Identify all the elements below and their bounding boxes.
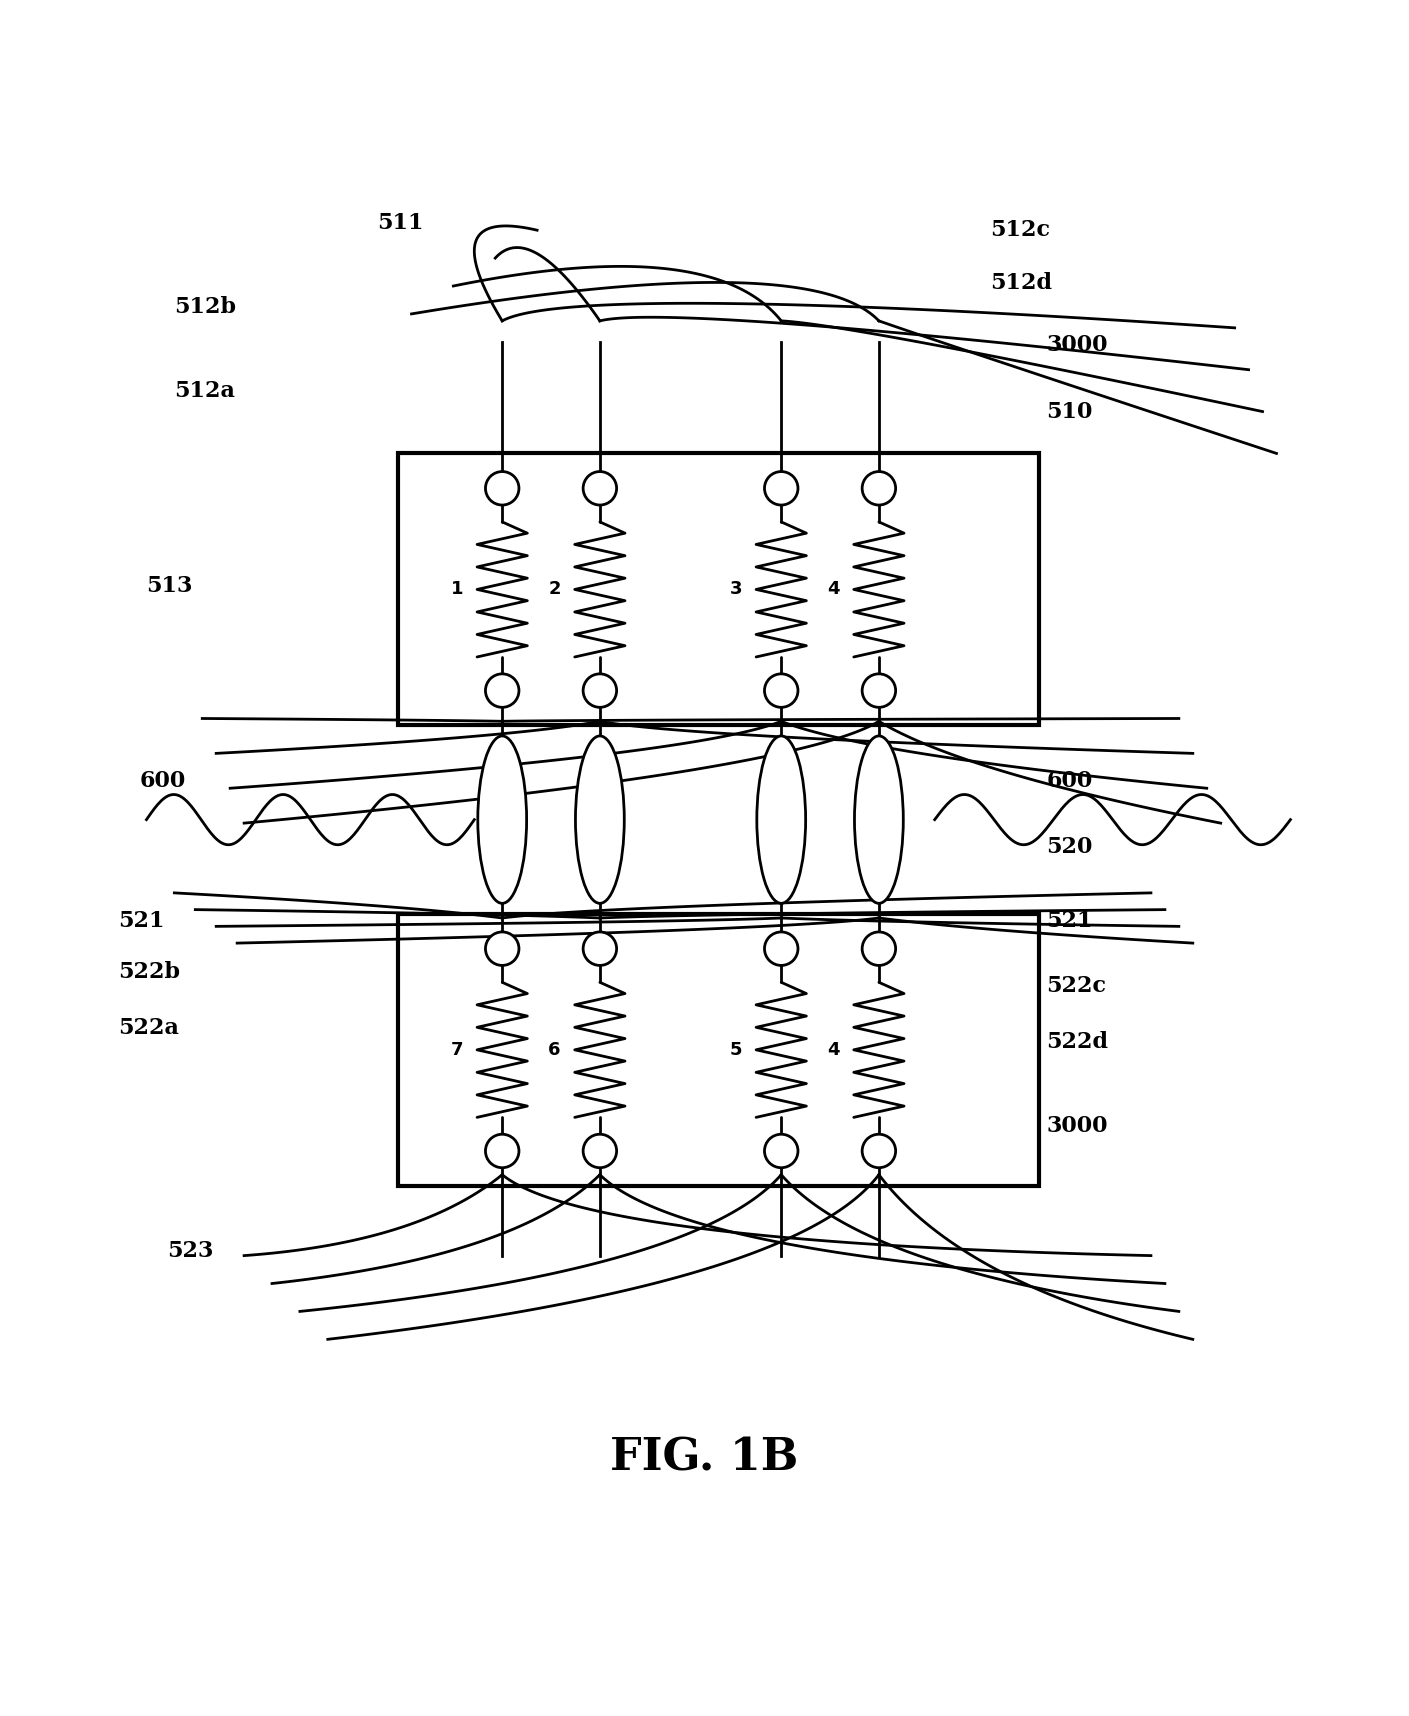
Text: 2: 2 [548, 580, 561, 599]
Text: 521: 521 [118, 909, 165, 932]
Circle shape [486, 1134, 519, 1167]
Ellipse shape [854, 736, 903, 903]
Text: 600: 600 [1047, 770, 1092, 793]
Circle shape [583, 932, 617, 966]
Bar [397, 453, 1040, 726]
Text: 4: 4 [827, 580, 840, 599]
Circle shape [862, 1134, 896, 1167]
Text: 3: 3 [730, 580, 743, 599]
Text: 1: 1 [451, 580, 464, 599]
Text: 521: 521 [1047, 909, 1093, 932]
Circle shape [862, 674, 896, 707]
Text: 512d: 512d [991, 273, 1053, 293]
Text: 522b: 522b [118, 961, 180, 983]
Text: 523: 523 [168, 1241, 214, 1263]
Circle shape [765, 674, 797, 707]
Text: 522a: 522a [118, 1018, 179, 1040]
Text: 520: 520 [1047, 836, 1092, 858]
Ellipse shape [478, 736, 527, 903]
Text: 3000: 3000 [1047, 333, 1107, 355]
Circle shape [486, 472, 519, 505]
Circle shape [862, 472, 896, 505]
Ellipse shape [757, 736, 806, 903]
Circle shape [486, 932, 519, 966]
Text: 6: 6 [548, 1042, 561, 1059]
Text: 522c: 522c [1047, 975, 1106, 997]
Ellipse shape [575, 736, 624, 903]
Text: 512a: 512a [175, 379, 235, 402]
Text: 600: 600 [139, 770, 186, 793]
Circle shape [765, 472, 797, 505]
Text: FIG. 1B: FIG. 1B [610, 1436, 799, 1479]
Text: 511: 511 [376, 213, 423, 233]
Circle shape [862, 932, 896, 966]
Circle shape [583, 472, 617, 505]
Circle shape [583, 674, 617, 707]
Text: 510: 510 [1047, 400, 1092, 422]
Text: 3000: 3000 [1047, 1115, 1107, 1138]
Text: 513: 513 [147, 575, 193, 597]
Text: 512c: 512c [991, 220, 1051, 242]
Circle shape [765, 932, 797, 966]
Text: 7: 7 [451, 1042, 464, 1059]
Bar [397, 915, 1040, 1186]
Circle shape [486, 674, 519, 707]
Text: 522d: 522d [1047, 1031, 1109, 1054]
Circle shape [765, 1134, 797, 1167]
Text: 5: 5 [730, 1042, 743, 1059]
Text: 4: 4 [827, 1042, 840, 1059]
Text: 512b: 512b [175, 295, 237, 317]
Circle shape [583, 1134, 617, 1167]
